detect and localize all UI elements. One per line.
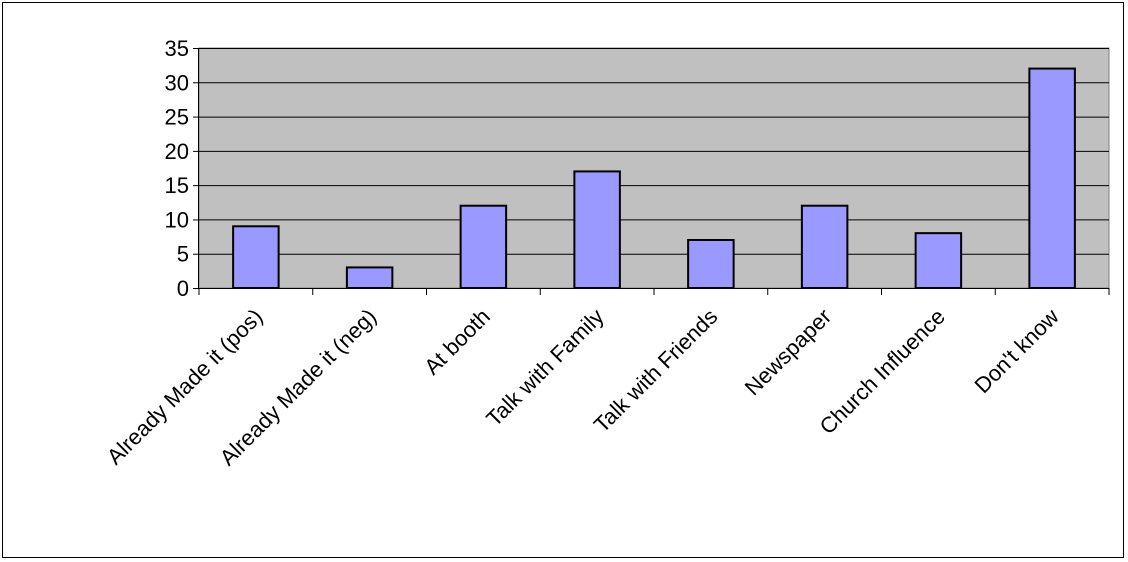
bar — [573, 170, 621, 289]
x-category-label: Don't know — [970, 304, 1064, 398]
y-tick-label: 35 — [165, 36, 189, 61]
y-tick-label: 10 — [165, 207, 189, 232]
bar — [914, 232, 963, 289]
x-category-label: Talk with Friends — [589, 304, 723, 438]
x-category-label: Newspaper — [740, 304, 836, 400]
y-tick-label: 30 — [165, 70, 189, 95]
bar — [800, 204, 849, 289]
bar — [687, 239, 735, 289]
x-category-label: Talk with Family — [481, 304, 608, 431]
bar — [232, 225, 280, 290]
y-tick-label: 15 — [165, 173, 189, 198]
bar — [459, 204, 508, 289]
y-tick-label: 5 — [177, 242, 189, 267]
plot-area — [198, 47, 1110, 289]
x-category-label: At booth — [419, 304, 495, 380]
x-category-label: Church Influence — [815, 304, 950, 439]
y-tick-label: 25 — [165, 105, 189, 130]
bar — [345, 266, 394, 289]
y-tick-label: 0 — [177, 276, 189, 301]
y-tick-label: 20 — [165, 139, 189, 164]
bar — [1028, 67, 1076, 289]
